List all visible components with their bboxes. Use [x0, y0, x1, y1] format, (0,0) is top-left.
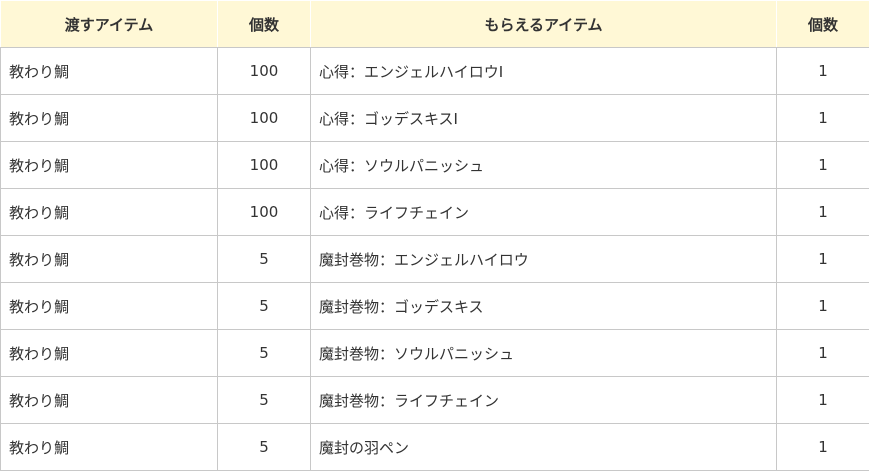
cell-give-item: 教わり鯛	[1, 236, 218, 283]
cell-receive-item: 魔封巻物：ライフチェイン	[311, 377, 777, 424]
cell-give-count: 5	[218, 424, 311, 471]
cell-receive-count: 1	[777, 424, 869, 471]
cell-give-count: 5	[218, 236, 311, 283]
cell-receive-item: 心得：ソウルパニッシュ	[311, 142, 777, 189]
cell-give-item: 教わり鯛	[1, 142, 218, 189]
cell-give-item: 教わり鯛	[1, 330, 218, 377]
cell-give-item: 教わり鯛	[1, 95, 218, 142]
cell-give-item: 教わり鯛	[1, 424, 218, 471]
cell-receive-count: 1	[777, 283, 869, 330]
cell-receive-item: 魔封巻物：ソウルパニッシュ	[311, 330, 777, 377]
cell-receive-count: 1	[777, 95, 869, 142]
cell-receive-item: 魔封巻物：エンジェルハイロウ	[311, 236, 777, 283]
header-give-item: 渡すアイテム	[1, 1, 218, 48]
cell-receive-count: 1	[777, 236, 869, 283]
cell-receive-item: 心得：ゴッデスキスⅠ	[311, 95, 777, 142]
cell-give-count: 5	[218, 330, 311, 377]
cell-give-item: 教わり鯛	[1, 377, 218, 424]
header-give-count: 個数	[218, 1, 311, 48]
cell-give-count: 100	[218, 95, 311, 142]
cell-give-item: 教わり鯛	[1, 189, 218, 236]
cell-receive-item: 心得：エンジェルハイロウⅠ	[311, 48, 777, 95]
cell-receive-count: 1	[777, 142, 869, 189]
cell-give-count: 5	[218, 283, 311, 330]
cell-receive-count: 1	[777, 48, 869, 95]
cell-receive-item: 心得：ライフチェイン	[311, 189, 777, 236]
cell-give-count: 5	[218, 377, 311, 424]
cell-give-item: 教わり鯛	[1, 48, 218, 95]
header-receive-count: 個数	[777, 1, 869, 48]
header-row: 渡すアイテム 個数 もらえるアイテム 個数	[1, 1, 869, 48]
cell-receive-count: 1	[777, 189, 869, 236]
cell-give-count: 100	[218, 142, 311, 189]
cell-receive-count: 1	[777, 330, 869, 377]
cell-receive-item: 魔封巻物：ゴッデスキス	[311, 283, 777, 330]
cell-receive-count: 1	[777, 377, 869, 424]
cell-receive-item: 魔封の羽ペン	[311, 424, 777, 471]
header-receive-item: もらえるアイテム	[311, 1, 777, 48]
cell-give-item: 教わり鯛	[1, 283, 218, 330]
cell-give-count: 100	[218, 48, 311, 95]
cell-give-count: 100	[218, 189, 311, 236]
